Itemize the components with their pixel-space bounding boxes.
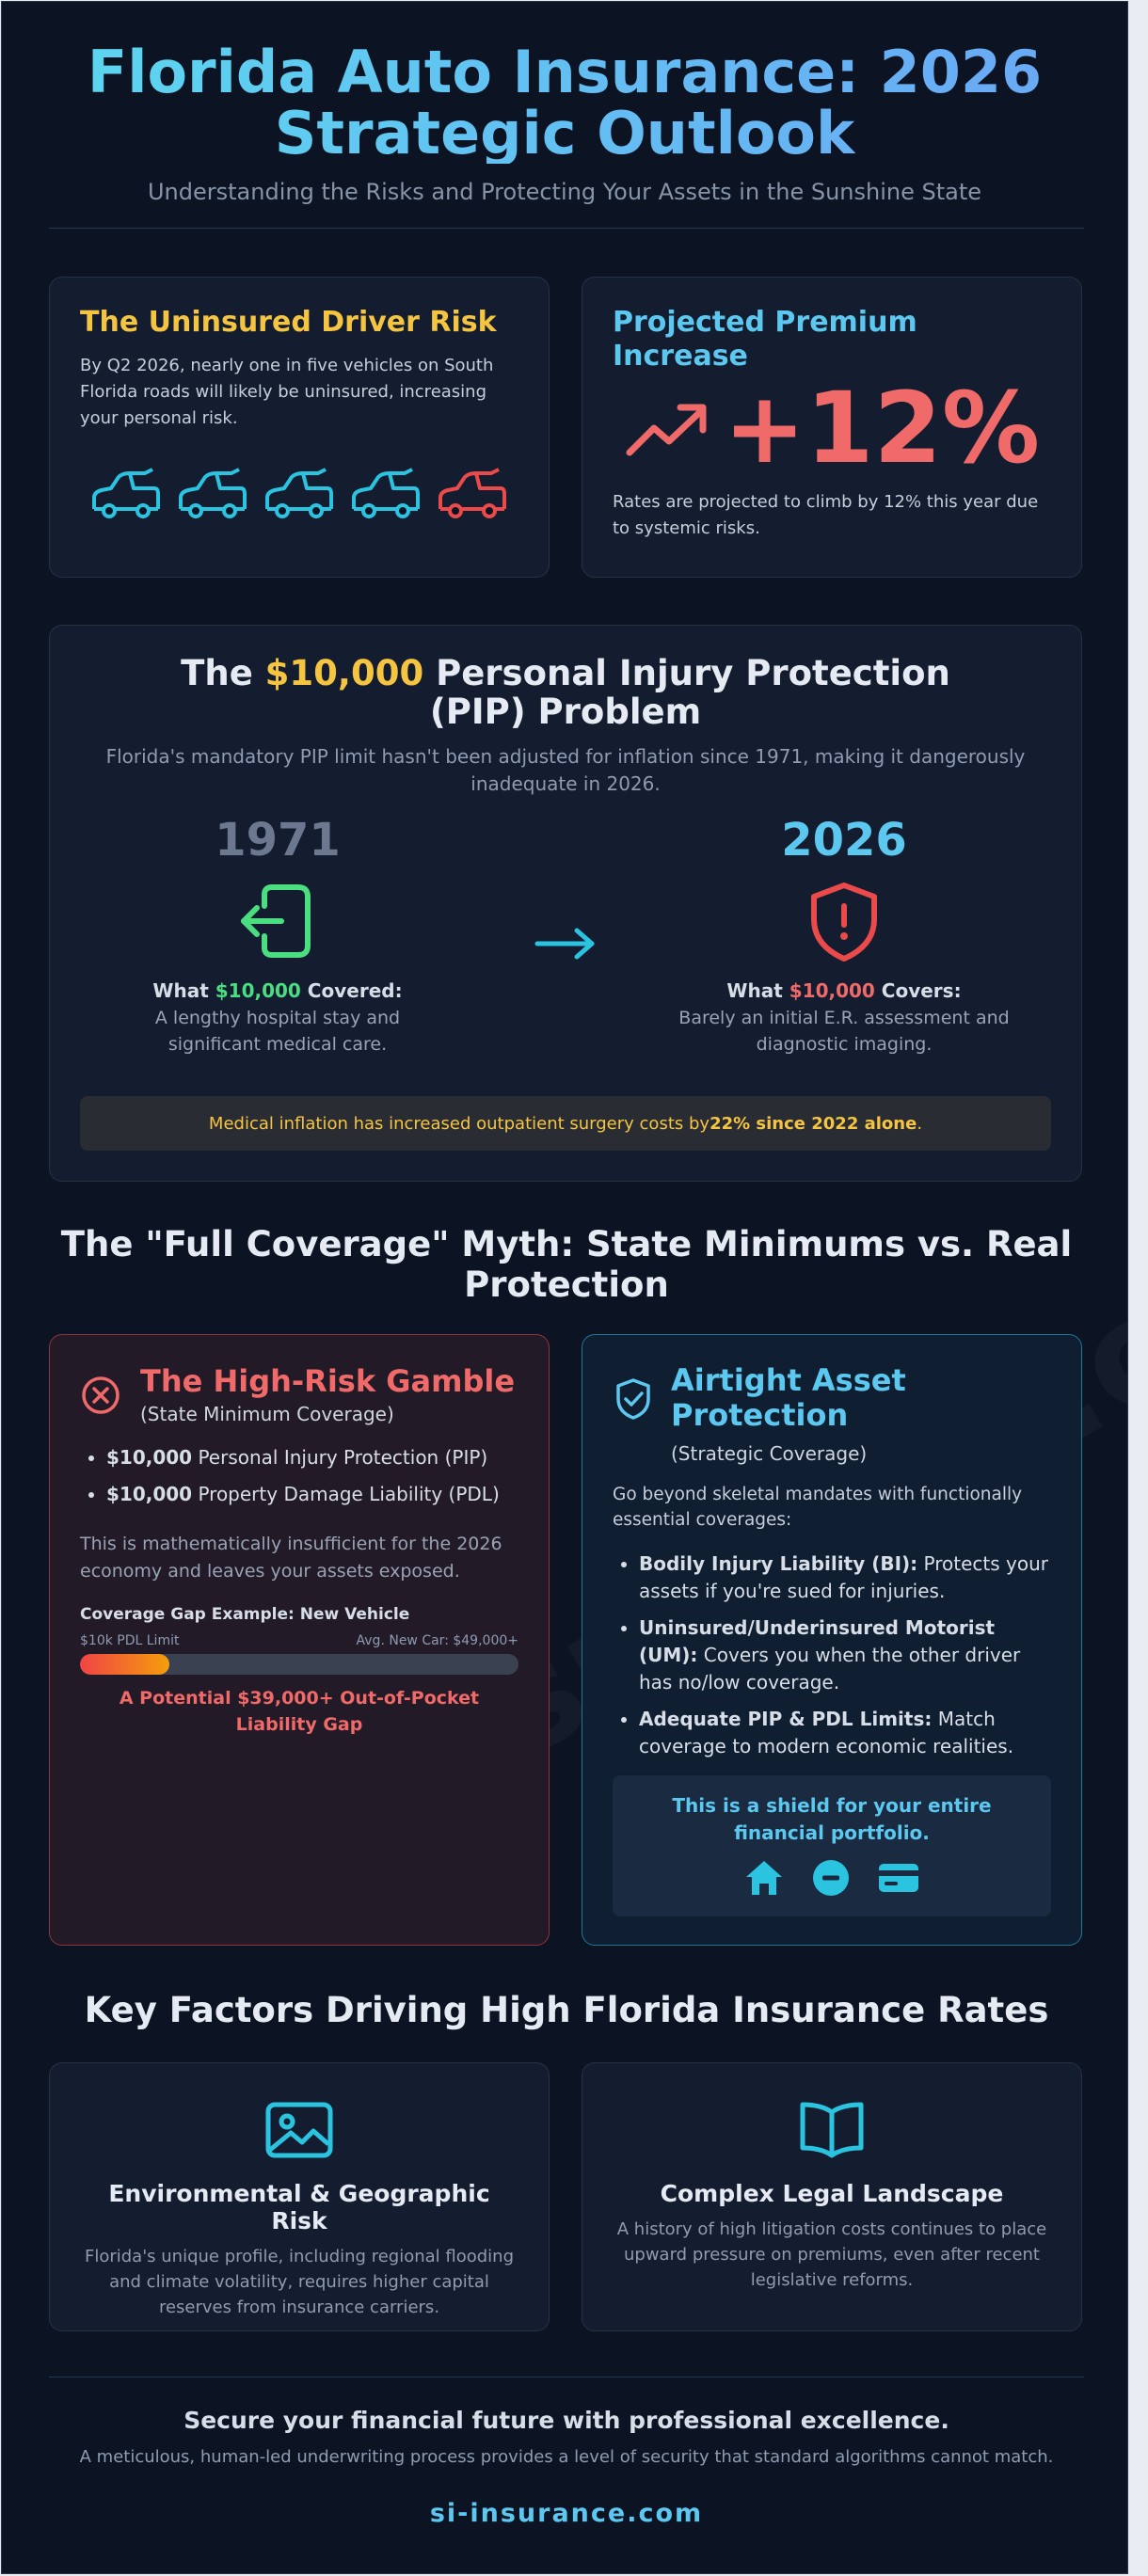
title-line-2: Strategic Outlook xyxy=(274,99,855,168)
gap-right-label: Avg. New Car: $49,000+ xyxy=(356,1633,518,1649)
airtight-subtitle: (Strategic Coverage) xyxy=(671,1441,868,1465)
airtight-card: Airtight Asset Protection (Strategic Cov… xyxy=(582,1334,1082,1946)
footer: Secure your financial future with profes… xyxy=(40,2407,1093,2528)
factors-title: Key Factors Driving High Florida Insuran… xyxy=(84,1990,1049,2030)
image-landscape-icon xyxy=(265,2102,333,2158)
minus-circle-icon xyxy=(813,1860,849,1897)
pip-now-desc: Barely an initial E.R. assessment and di… xyxy=(678,1008,1010,1055)
pip-title-amount: $10,000 xyxy=(264,653,424,693)
pip-then-desc: A lengthy hospital stay and significant … xyxy=(154,1008,401,1055)
asset-icons xyxy=(635,1858,1028,1898)
uninsured-car-icon xyxy=(438,467,506,518)
pip-now: 2026 What $10,000 Covers: Barely an init… xyxy=(646,814,1042,1057)
premium-value: +12% xyxy=(723,371,1041,485)
env-factor-text: Florida's unique profile, including regi… xyxy=(84,2247,515,2317)
pip-card: The $10,000 Personal Injury Protection (… xyxy=(49,625,1082,1182)
gamble-card: The High-Risk Gamble (State Minimum Cove… xyxy=(49,1334,550,1946)
pip-then-year: 1971 xyxy=(215,814,341,867)
gamble-list: $10,000 Personal Injury Protection (PIP)… xyxy=(80,1444,518,1508)
list-item: $10,000 Personal Injury Protection (PIP) xyxy=(106,1444,518,1471)
home-icon xyxy=(746,1861,782,1896)
airtight-intro: Go beyond skeletal mandates with functio… xyxy=(613,1484,1023,1531)
airtight-title: Airtight Asset Protection xyxy=(671,1362,906,1433)
divider xyxy=(49,228,1084,229)
gamble-title: The High-Risk Gamble xyxy=(140,1363,516,1399)
uninsured-text: By Q2 2026, nearly one in five vehicles … xyxy=(80,356,494,428)
gap-labels: $10k PDL Limit Avg. New Car: $49,000+ xyxy=(80,1633,518,1648)
list-item: Bodily Injury Liability (BI): Protects y… xyxy=(639,1550,1051,1605)
footer-text: A meticulous, human-led underwriting pro… xyxy=(79,2447,1054,2467)
pip-note: Medical inflation has increased outpatie… xyxy=(80,1096,1051,1151)
env-factor-title: Environmental & Geographic Risk xyxy=(108,2180,490,2234)
trending-up-icon xyxy=(626,404,707,456)
legal-factor-card: Complex Legal Landscape A history of hig… xyxy=(582,2062,1082,2331)
gamble-subtitle: (State Minimum Coverage) xyxy=(140,1403,394,1426)
myth-title: The "Full Coverage" Myth: State Minimums… xyxy=(60,1224,1073,1305)
gamble-text: This is mathematically insufficient for … xyxy=(80,1534,502,1582)
shield-box: This is a shield for your entire financi… xyxy=(613,1775,1051,1917)
pip-then-label: What $10,000 Covered: xyxy=(152,979,403,1002)
insured-car-icon xyxy=(352,467,420,518)
page-subtitle: Understanding the Risks and Protecting Y… xyxy=(147,179,982,206)
premium-card: Projected Premium Increase +12% Rates ar… xyxy=(582,277,1082,578)
insured-car-icon xyxy=(179,467,247,518)
pip-now-label: What $10,000 Covers: xyxy=(726,979,962,1002)
uninsured-title: The Uninsured Driver Risk xyxy=(80,306,497,339)
gap-left-label: $10k PDL Limit xyxy=(80,1633,180,1649)
gap-bar xyxy=(80,1654,518,1676)
vehicle-row xyxy=(80,467,518,518)
gamble-header: The High-Risk Gamble (State Minimum Cove… xyxy=(80,1363,518,1425)
footer-headline: Secure your financial future with profes… xyxy=(183,2407,949,2434)
gap-result: A Potential $39,000+ Out-of-Pocket Liabi… xyxy=(119,1688,480,1735)
pip-title: The $10,000 Personal Injury Protection (… xyxy=(181,653,950,733)
shield-text: This is a shield for your entire financi… xyxy=(672,1794,992,1845)
list-item: Adequate PIP & PDL Limits: Match coverag… xyxy=(639,1706,1051,1760)
airtight-header: Airtight Asset Protection (Strategic Cov… xyxy=(613,1363,1051,1465)
env-factor-card: Environmental & Geographic Risk Florida'… xyxy=(49,2062,550,2331)
arrow-right-icon xyxy=(534,928,595,960)
header: Florida Auto Insurance: 2026 Strategic O… xyxy=(2,2,1127,205)
footer-url-link[interactable]: si-insurance.com xyxy=(429,2499,704,2528)
pip-then: 1971 What $10,000 Covered: A lengthy hos… xyxy=(80,814,475,1057)
premium-text: Rates are projected to climb by 12% this… xyxy=(613,492,1039,539)
list-item: $10,000 Property Damage Liability (PDL) xyxy=(106,1481,518,1508)
insured-car-icon xyxy=(265,467,333,518)
uninsured-card: The Uninsured Driver Risk By Q2 2026, ne… xyxy=(49,277,550,578)
pip-now-year: 2026 xyxy=(781,814,907,867)
title-line-1: Florida Auto Insurance: 2026 xyxy=(87,38,1043,106)
open-book-icon xyxy=(800,2102,864,2158)
page-title: Florida Auto Insurance: 2026 Strategic O… xyxy=(56,41,1073,164)
insured-car-icon xyxy=(92,467,160,518)
pip-intro: Florida's mandatory PIP limit hasn't bee… xyxy=(105,744,1026,795)
shield-alert-icon xyxy=(811,883,877,962)
exit-door-icon xyxy=(241,884,311,958)
credit-card-icon xyxy=(879,1864,918,1893)
premium-figure: +12% xyxy=(613,371,1051,485)
gap-bar-fill xyxy=(80,1654,170,1676)
x-circle-icon xyxy=(82,1376,120,1414)
legal-factor-title: Complex Legal Landscape xyxy=(660,2180,1004,2207)
premium-title: Projected Premium Increase xyxy=(613,306,917,373)
airtight-list: Bodily Injury Liability (BI): Protects y… xyxy=(613,1550,1051,1760)
gap-title: Coverage Gap Example: New Vehicle xyxy=(80,1605,410,1625)
list-item: Uninsured/Underinsured Motorist (UM): Co… xyxy=(639,1614,1051,1696)
shield-check-icon xyxy=(616,1378,650,1420)
legal-factor-text: A history of high litigation costs conti… xyxy=(616,2219,1047,2290)
